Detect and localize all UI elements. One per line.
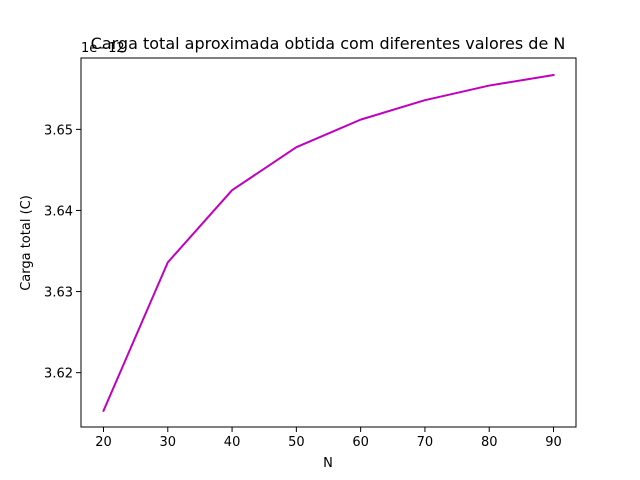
x-tick-label: 70 — [417, 435, 434, 450]
x-tick-label: 20 — [95, 435, 112, 450]
y-tick-label: 3.62 — [44, 367, 73, 382]
y-tick-label: 3.63 — [44, 286, 73, 301]
x-tick-label: 30 — [160, 435, 177, 450]
series-line-0 — [102, 73, 555, 413]
x-tick-label: 90 — [545, 435, 562, 450]
x-tick-label: 80 — [481, 435, 498, 450]
x-tick-label: 50 — [288, 435, 305, 450]
x-tick-label: 60 — [352, 435, 369, 450]
chart-title: Carga total aproximada obtida com difere… — [91, 34, 566, 53]
plot-area: 20 30 40 50 60 70 80 90 3.62 3.63 3.64 3.65 — [44, 57, 577, 450]
x-tick-label: 40 — [224, 435, 241, 450]
y-axis-offset-label: 1e−12 — [81, 41, 125, 56]
y-tick-label: 3.65 — [44, 123, 73, 138]
axes-frame — [80, 57, 577, 428]
x-axis-label: N — [323, 456, 333, 471]
y-axis-label: Carga total (C) — [19, 195, 34, 291]
y-tick-label: 3.64 — [44, 204, 73, 219]
